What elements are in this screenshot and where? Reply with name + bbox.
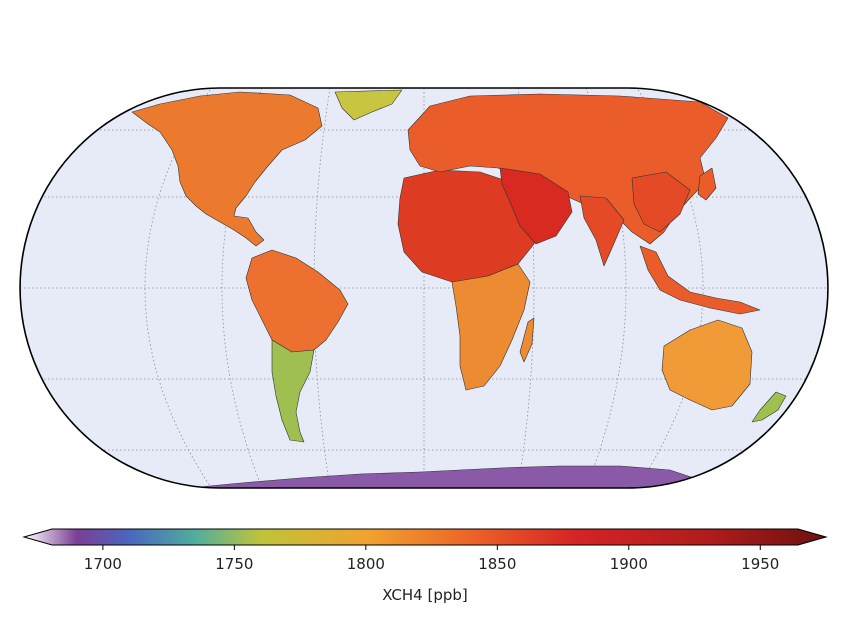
land-masses xyxy=(131,89,787,488)
colorbar-tick-label: 1950 xyxy=(741,555,779,573)
map-boundary xyxy=(19,87,829,489)
north-america-region xyxy=(131,91,323,247)
meridian-line xyxy=(637,89,704,487)
colorbar-tick-label: 1900 xyxy=(610,555,648,573)
madagascar-region xyxy=(519,317,535,363)
africa-south-region xyxy=(451,263,531,391)
meridian-line xyxy=(517,88,535,488)
southeast-asia-region xyxy=(639,245,761,315)
colorbar-tick-label: 1800 xyxy=(347,555,385,573)
australia-region xyxy=(661,319,753,411)
antarctica-region xyxy=(169,465,701,488)
india-china-region xyxy=(579,171,691,267)
south-america-south-region xyxy=(271,339,315,443)
map-panel xyxy=(19,87,829,489)
colorbar: 1700 1750 1800 1850 1900 1950 XCH4 [ppb] xyxy=(22,528,828,604)
middle-east-region xyxy=(499,167,573,245)
south-america-north-region xyxy=(245,249,349,353)
colorbar-ticks: 1700 1750 1800 1850 1900 1950 xyxy=(84,545,779,573)
meridian-line xyxy=(144,89,211,487)
colorbar-tick-label: 1700 xyxy=(84,555,122,573)
new-zealand-region xyxy=(751,391,787,423)
greenland-region xyxy=(334,89,403,121)
colorbar-label: XCH4 [ppb] xyxy=(382,586,468,604)
colorbar-bar xyxy=(22,528,828,546)
colorbar-tick-label: 1850 xyxy=(478,555,516,573)
colorbar-tick-label: 1750 xyxy=(215,555,253,573)
japan-region xyxy=(697,167,717,201)
